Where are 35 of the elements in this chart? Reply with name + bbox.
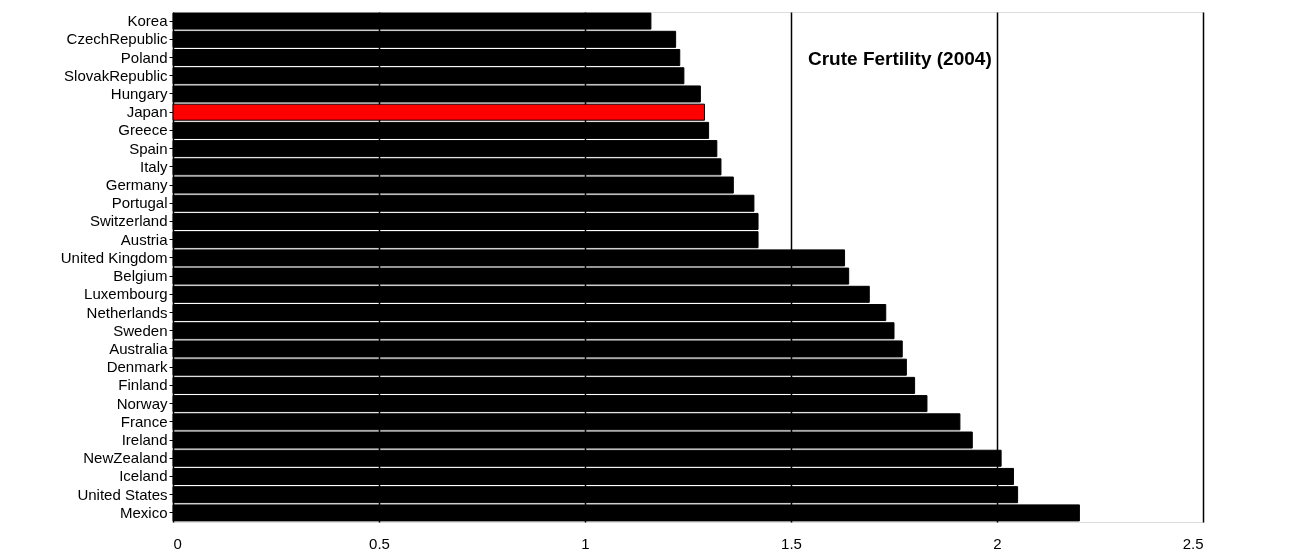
y-tick-label: Austria [120,230,169,248]
y-tick-label: Finland [118,376,168,394]
y-tick-label: SlovakRepublic [64,66,168,84]
y-tick-label: Luxembourg [84,285,168,303]
y-tick-label: Germany [105,176,168,194]
y-tick-label: NewZealand [83,449,168,467]
x-tick-label: 0.5 [369,534,390,552]
y-tick-label: United States [77,485,168,503]
x-tick-label: 2.5 [1182,534,1204,552]
y-tick-label: Iceland [119,467,168,485]
y-tick-label: Australia [109,339,169,357]
x-tick-label: 1 [581,534,590,552]
y-tick-label: Poland [120,48,168,66]
y-tick-label: Hungary [110,84,168,102]
y-tick-label: France [120,412,168,430]
y-tick-label: Japan [126,103,168,121]
y-tick-label: Greece [118,121,168,139]
x-tick-label: 1.5 [781,534,802,552]
y-tick-label: Portugal [111,194,168,212]
y-tick-label: Denmark [106,358,168,376]
y-tick-label: Switzerland [89,212,168,230]
y-tick-label: Belgium [113,267,168,285]
y-tick-label: CzechRepublic [66,30,168,48]
y-tick-label: Italy [139,157,168,175]
x-tick-label: 0 [173,534,182,552]
y-tick-label: Korea [127,12,169,30]
y-tick-label: United Kingdom [60,248,168,266]
y-tick-label: Sweden [113,321,168,339]
text: Crute Fertility (2004) [808,48,992,69]
x-tick-label: 2 [993,534,1002,552]
y-tick-label: Mexico [119,503,168,521]
y-tick-label: Ireland [121,431,168,449]
y-tick-label: Spain [129,139,168,157]
y-tick-label: Netherlands [86,303,168,321]
y-tick-label: Norway [116,394,168,412]
